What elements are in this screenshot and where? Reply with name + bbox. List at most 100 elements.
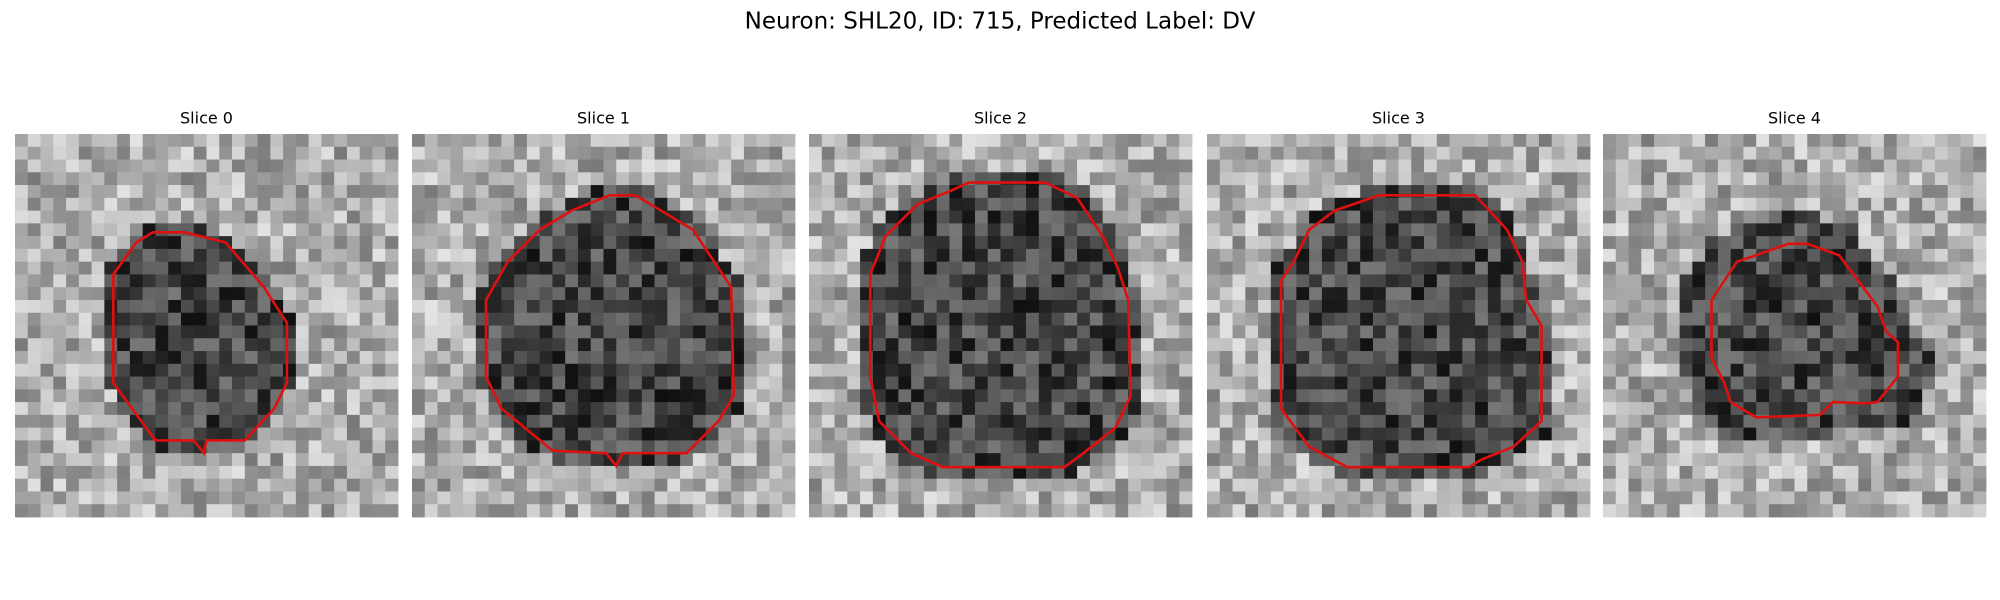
pixel xyxy=(257,376,271,390)
pixel xyxy=(1641,376,1655,390)
pixel xyxy=(1360,134,1374,148)
pixel xyxy=(680,197,694,211)
pixel xyxy=(1705,427,1719,441)
pixel xyxy=(1679,402,1693,416)
pixel xyxy=(1179,325,1193,339)
pixel xyxy=(1140,491,1155,505)
pixel xyxy=(847,376,861,390)
pixel xyxy=(1462,134,1476,148)
pixel xyxy=(346,197,361,211)
pixel xyxy=(539,146,553,160)
pixel xyxy=(385,338,399,352)
pixel xyxy=(488,338,502,352)
pixel xyxy=(1641,389,1655,403)
pixel xyxy=(129,491,144,505)
pixel xyxy=(1909,223,1923,237)
pixel xyxy=(1179,223,1193,237)
pixel xyxy=(1372,465,1387,480)
pixel xyxy=(1794,363,1808,377)
pixel xyxy=(1538,210,1553,224)
pixel xyxy=(809,312,823,326)
pixel xyxy=(1487,223,1502,237)
pixel xyxy=(731,261,745,275)
pixel xyxy=(809,134,823,148)
pixel xyxy=(180,504,195,518)
pixel xyxy=(1115,210,1129,224)
pixel xyxy=(809,440,823,454)
pixel xyxy=(1692,299,1706,314)
pixel xyxy=(1372,134,1387,148)
pixel xyxy=(1398,146,1412,160)
pixel xyxy=(1258,453,1272,467)
pixel xyxy=(78,197,92,211)
pixel xyxy=(424,465,438,480)
pixel xyxy=(1628,478,1642,492)
pixel xyxy=(1500,134,1514,148)
pixel xyxy=(475,440,489,454)
pixel xyxy=(872,146,886,160)
pixel xyxy=(424,363,438,377)
pixel xyxy=(1934,363,1949,377)
pixel xyxy=(424,185,438,199)
pixel xyxy=(270,134,284,148)
pixel xyxy=(821,504,835,518)
pixel xyxy=(1858,478,1872,492)
pixel xyxy=(514,453,528,467)
pixel xyxy=(936,312,950,326)
pixel xyxy=(769,325,783,339)
contour xyxy=(1279,193,1543,469)
pixel xyxy=(552,299,566,314)
pixel xyxy=(1270,236,1284,250)
pixel xyxy=(385,453,399,467)
pixel xyxy=(1858,440,1872,454)
pixel xyxy=(168,414,182,429)
pixel xyxy=(809,236,823,250)
pixel xyxy=(731,287,745,301)
pixel xyxy=(1756,491,1770,505)
pixel xyxy=(1140,287,1155,301)
pixel xyxy=(15,146,29,160)
pixel xyxy=(1372,325,1387,339)
pixel xyxy=(769,440,783,454)
pixel xyxy=(1794,338,1808,352)
pixel xyxy=(385,351,399,365)
pixel xyxy=(1666,363,1680,377)
pixel xyxy=(232,453,246,467)
pixel xyxy=(1934,185,1949,199)
pixel xyxy=(1551,325,1565,339)
pixel xyxy=(987,465,1001,480)
pixel xyxy=(1947,299,1961,314)
pixel xyxy=(769,402,783,416)
pixel xyxy=(923,440,938,454)
pixel xyxy=(1166,287,1180,301)
pixel xyxy=(847,414,861,429)
pixel xyxy=(1858,351,1872,365)
pixel xyxy=(911,134,925,148)
pixel xyxy=(1615,172,1629,186)
pixel xyxy=(1960,210,1974,224)
pixel xyxy=(962,389,976,403)
pixel xyxy=(437,185,451,199)
pixel xyxy=(577,504,592,518)
pixel xyxy=(1820,185,1834,199)
pixel xyxy=(1077,248,1091,263)
pixel xyxy=(680,427,694,441)
pixel xyxy=(1730,248,1744,263)
pixel xyxy=(552,172,566,186)
pixel xyxy=(743,274,758,288)
pixel xyxy=(949,491,963,505)
pixel xyxy=(1128,427,1142,441)
pixel xyxy=(1245,389,1259,403)
pixel xyxy=(437,465,451,480)
pixel xyxy=(718,236,732,250)
pixel xyxy=(27,312,41,326)
pixel xyxy=(1140,465,1155,480)
image-panel xyxy=(15,134,399,518)
pixel xyxy=(1219,338,1233,352)
pixel xyxy=(1513,363,1527,377)
pixel xyxy=(1896,363,1910,377)
pixel xyxy=(475,172,489,186)
pixel xyxy=(1232,414,1246,429)
pixel xyxy=(295,351,310,365)
pixel xyxy=(1424,172,1438,186)
